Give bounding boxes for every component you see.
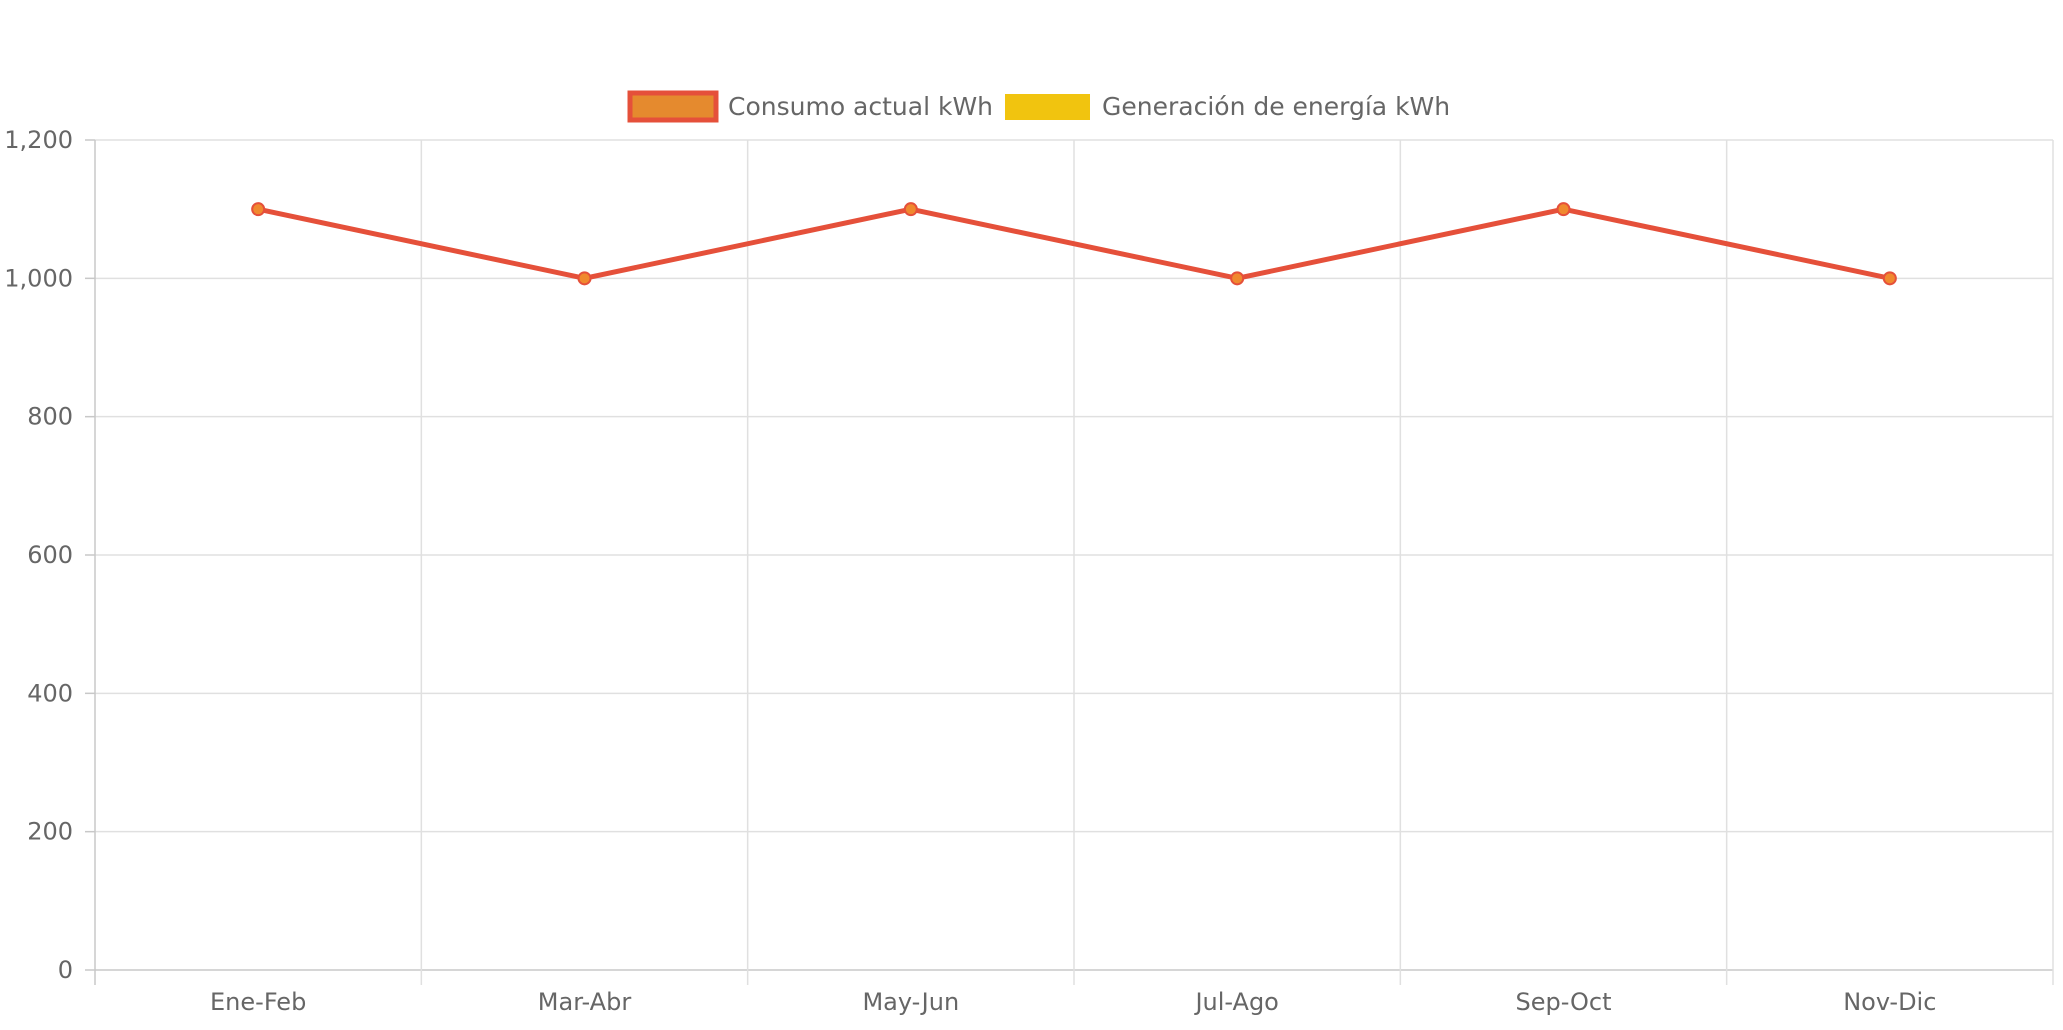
x-tick-label: Nov-Dic xyxy=(1843,988,1936,1016)
y-tick-label: 200 xyxy=(27,818,73,846)
data-point xyxy=(577,271,592,286)
data-point xyxy=(903,202,918,217)
legend-item-consumo[interactable]: Consumo actual kWh xyxy=(627,90,993,123)
x-tick-label: Sep-Oct xyxy=(1515,988,1611,1016)
axis-layer: 0 200 400 600 800 1,000 1,200 Ene-Feb Mar-Abr May… xyxy=(4,126,1936,1016)
y-tick-label: 800 xyxy=(27,403,73,431)
y-tick-label: 600 xyxy=(27,541,73,569)
legend-item-generacion[interactable]: Generación de energía kWh xyxy=(1005,92,1450,121)
legend-swatch-consumo xyxy=(627,90,719,123)
legend-swatch-generacion xyxy=(1005,94,1090,120)
data-point xyxy=(1882,271,1897,286)
series-line-0 xyxy=(257,206,1891,281)
series-layer xyxy=(251,202,1897,286)
data-point xyxy=(251,202,266,217)
x-tick-label: Jul-Ago xyxy=(1193,988,1278,1016)
legend: Consumo actual kWh Generación de energía… xyxy=(627,90,1450,123)
data-point xyxy=(1556,202,1571,217)
x-tick-label: May-Jun xyxy=(862,988,959,1016)
legend-label-generacion: Generación de energía kWh xyxy=(1102,92,1450,121)
y-tick-label: 1,200 xyxy=(4,126,73,154)
data-point xyxy=(1230,271,1245,286)
x-tick-label: Mar-Abr xyxy=(538,988,632,1016)
y-tick-label: 0 xyxy=(58,956,73,984)
y-tick-label: 1,000 xyxy=(4,264,73,292)
legend-label-consumo: Consumo actual kWh xyxy=(728,92,993,121)
y-tick-label: 400 xyxy=(27,679,73,707)
grid-layer xyxy=(94,139,2054,985)
x-tick-label: Ene-Feb xyxy=(210,988,306,1016)
